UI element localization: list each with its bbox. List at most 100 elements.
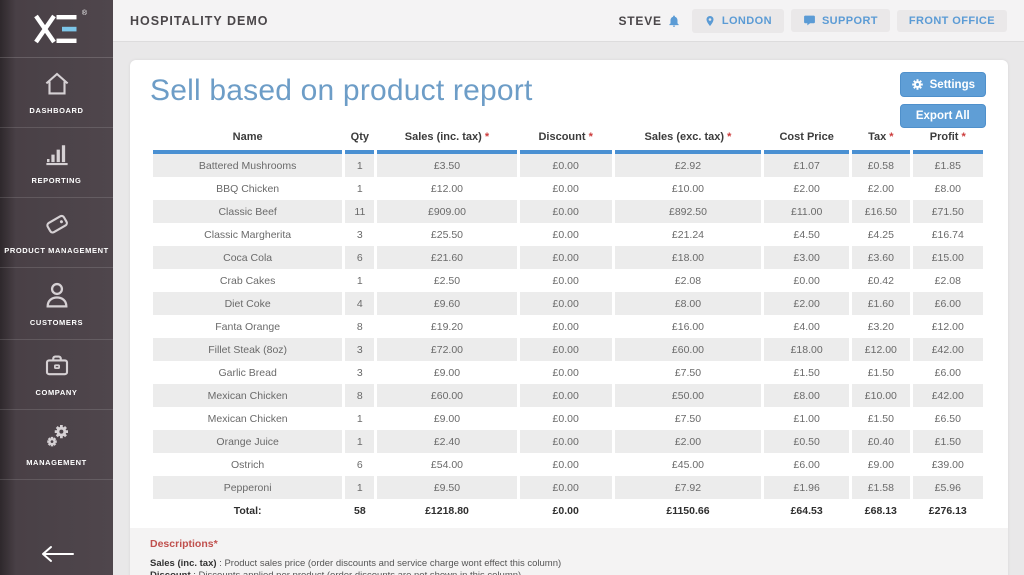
cell-qty: 3 xyxy=(345,223,374,246)
cell-discount: £0.00 xyxy=(520,246,612,269)
sidebar-item-label: PRODUCT MANAGEMENT xyxy=(4,246,109,255)
export-all-button[interactable]: Export All xyxy=(900,104,986,128)
column-header: Discount * xyxy=(520,126,612,154)
total-sales-inc: £1218.80 xyxy=(377,499,516,522)
cell-discount: £0.00 xyxy=(520,269,612,292)
cell-discount: £0.00 xyxy=(520,338,612,361)
cell-name: Coca Cola xyxy=(153,246,342,269)
cell-qty: 1 xyxy=(345,269,374,292)
total-qty: 58 xyxy=(345,499,374,522)
sidebar-item-dashboard[interactable]: DASHBOARD xyxy=(0,58,113,128)
sidebar-item-label: REPORTING xyxy=(32,176,82,185)
cell-qty: 8 xyxy=(345,315,374,338)
cell-cost-price: £2.00 xyxy=(764,292,849,315)
cell-discount: £0.00 xyxy=(520,476,612,499)
sidebar-item-reporting[interactable]: REPORTING xyxy=(0,128,113,198)
cell-sales-exc: £2.00 xyxy=(615,430,761,453)
venue-title: HOSPITALITY DEMO xyxy=(130,14,268,28)
location-pin-icon xyxy=(704,14,716,28)
cell-name: BBQ Chicken xyxy=(153,177,342,200)
table-row: Battered Mushrooms1£3.50£0.00£2.92£1.07£… xyxy=(153,154,983,177)
product-report-table: NameQtySales (inc. tax) *Discount *Sales… xyxy=(150,126,986,522)
cell-discount: £0.00 xyxy=(520,453,612,476)
total-row: Total: 58 £1218.80 £0.00 £1150.66 £64.53… xyxy=(153,499,983,522)
required-asterisk: * xyxy=(724,131,731,143)
top-header-bar: HOSPITALITY DEMO STEVE LONDON SUPPORT FR… xyxy=(113,0,1024,42)
descriptions-heading: Descriptions* xyxy=(150,538,988,550)
cell-profit: £12.00 xyxy=(913,315,983,338)
cell-sales-inc: £9.00 xyxy=(377,407,516,430)
cell-qty: 1 xyxy=(345,177,374,200)
cell-sales-inc: £12.00 xyxy=(377,177,516,200)
cell-tax: £3.20 xyxy=(852,315,909,338)
cell-tax: £3.60 xyxy=(852,246,909,269)
report-card: Sell based on product report Settings Ex… xyxy=(130,60,1008,575)
cell-profit: £5.96 xyxy=(913,476,983,499)
table-row: Classic Margherita3£25.50£0.00£21.24£4.5… xyxy=(153,223,983,246)
bell-icon[interactable] xyxy=(667,14,681,28)
total-cost-price: £64.53 xyxy=(764,499,849,522)
page-title: Sell based on product report xyxy=(150,74,986,108)
cell-tax: £16.50 xyxy=(852,200,909,223)
table-body: Battered Mushrooms1£3.50£0.00£2.92£1.07£… xyxy=(153,154,983,499)
location-button[interactable]: LONDON xyxy=(692,9,784,33)
front-office-button[interactable]: FRONT OFFICE xyxy=(897,10,1007,32)
cell-name: Crab Cakes xyxy=(153,269,342,292)
collapse-sidebar-button[interactable] xyxy=(0,543,113,565)
sidebar: ® DASHBOARD REPORTING xyxy=(0,0,113,575)
app-logo[interactable]: ® xyxy=(0,0,113,58)
export-all-button-label: Export All xyxy=(916,110,970,122)
cell-sales-exc: £45.00 xyxy=(615,453,761,476)
table-row: Coca Cola6£21.60£0.00£18.00£3.00£3.60£15… xyxy=(153,246,983,269)
cell-name: Diet Coke xyxy=(153,292,342,315)
required-asterisk: * xyxy=(482,131,489,143)
sidebar-item-product-management[interactable]: PRODUCT MANAGEMENT xyxy=(0,198,113,268)
cell-cost-price: £1.07 xyxy=(764,154,849,177)
table-row: Garlic Bread3£9.00£0.00£7.50£1.50£1.50£6… xyxy=(153,361,983,384)
support-button-label: SUPPORT xyxy=(822,15,878,27)
cell-discount: £0.00 xyxy=(520,154,612,177)
cell-qty: 8 xyxy=(345,384,374,407)
cell-discount: £0.00 xyxy=(520,430,612,453)
cell-profit: £8.00 xyxy=(913,177,983,200)
cell-profit: £71.50 xyxy=(913,200,983,223)
table-row: Classic Beef11£909.00£0.00£892.50£11.00£… xyxy=(153,200,983,223)
cell-cost-price: £18.00 xyxy=(764,338,849,361)
cell-cost-price: £6.00 xyxy=(764,453,849,476)
topbar-controls: STEVE LONDON SUPPORT FRONT OFFICE xyxy=(619,9,1008,33)
cell-sales-inc: £19.20 xyxy=(377,315,516,338)
cell-tax: £1.50 xyxy=(852,407,909,430)
table-row: Orange Juice1£2.40£0.00£2.00£0.50£0.40£1… xyxy=(153,430,983,453)
cell-discount: £0.00 xyxy=(520,407,612,430)
support-button[interactable]: SUPPORT xyxy=(791,9,890,32)
cell-sales-inc: £54.00 xyxy=(377,453,516,476)
sidebar-item-management[interactable]: MANAGEMENT xyxy=(0,410,113,480)
main-content: Sell based on product report Settings Ex… xyxy=(113,42,1024,575)
cell-discount: £0.00 xyxy=(520,177,612,200)
cell-sales-inc: £9.00 xyxy=(377,361,516,384)
cell-tax: £1.58 xyxy=(852,476,909,499)
cell-sales-exc: £18.00 xyxy=(615,246,761,269)
cell-cost-price: £11.00 xyxy=(764,200,849,223)
total-tax: £68.13 xyxy=(852,499,909,522)
cell-profit: £42.00 xyxy=(913,338,983,361)
sidebar-item-customers[interactable]: CUSTOMERS xyxy=(0,268,113,340)
cell-sales-exc: £60.00 xyxy=(615,338,761,361)
table-row: Fillet Steak (8oz)3£72.00£0.00£60.00£18.… xyxy=(153,338,983,361)
cell-profit: £15.00 xyxy=(913,246,983,269)
cell-cost-price: £1.96 xyxy=(764,476,849,499)
cell-discount: £0.00 xyxy=(520,200,612,223)
cell-cost-price: £0.50 xyxy=(764,430,849,453)
sidebar-item-company[interactable]: COMPANY xyxy=(0,340,113,410)
cell-sales-inc: £60.00 xyxy=(377,384,516,407)
table-row: Mexican Chicken8£60.00£0.00£50.00£8.00£1… xyxy=(153,384,983,407)
settings-button[interactable]: Settings xyxy=(900,72,986,97)
sidebar-item-label: DASHBOARD xyxy=(29,106,83,115)
cell-sales-inc: £2.50 xyxy=(377,269,516,292)
cell-name: Battered Mushrooms xyxy=(153,154,342,177)
cell-cost-price: £3.00 xyxy=(764,246,849,269)
home-icon xyxy=(41,69,73,99)
cell-name: Pepperoni xyxy=(153,476,342,499)
cell-cost-price: £2.00 xyxy=(764,177,849,200)
table-row: Diet Coke4£9.60£0.00£8.00£2.00£1.60£6.00 xyxy=(153,292,983,315)
